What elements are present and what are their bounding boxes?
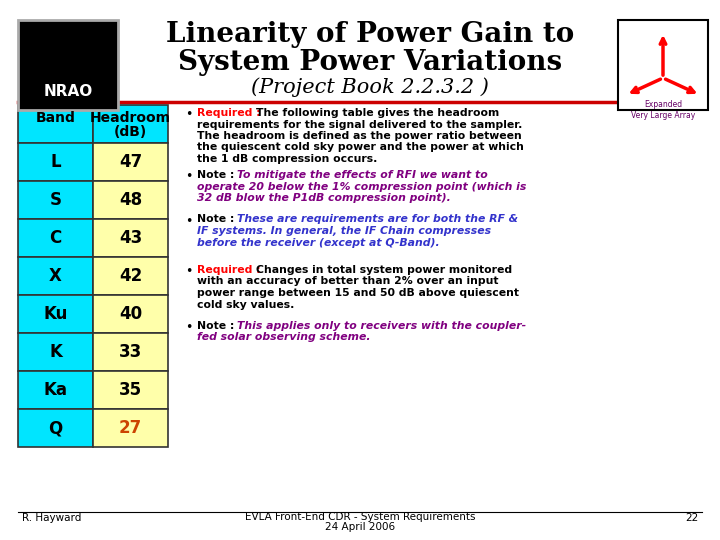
Text: Ka: Ka xyxy=(43,381,68,399)
Text: •: • xyxy=(185,108,193,121)
Bar xyxy=(18,371,93,409)
Text: Note :: Note : xyxy=(197,170,235,180)
Text: 40: 40 xyxy=(119,305,142,323)
Text: NRAO: NRAO xyxy=(43,84,93,99)
Text: 24 April 2006: 24 April 2006 xyxy=(325,522,395,532)
Text: •: • xyxy=(185,170,193,183)
Text: 33: 33 xyxy=(119,343,142,361)
Bar xyxy=(93,371,168,409)
Text: 22: 22 xyxy=(685,513,698,523)
Text: 48: 48 xyxy=(119,191,142,209)
Bar xyxy=(18,20,118,110)
Text: Linearity of Power Gain to: Linearity of Power Gain to xyxy=(166,22,574,49)
Text: IF systems. In general, the IF Chain compresses: IF systems. In general, the IF Chain com… xyxy=(197,226,491,236)
Text: Changes in total system power monitored: Changes in total system power monitored xyxy=(256,265,512,275)
Bar xyxy=(93,181,168,219)
Bar xyxy=(93,409,168,447)
Text: Q: Q xyxy=(48,419,63,437)
Bar xyxy=(93,333,168,371)
Bar xyxy=(618,20,708,110)
Text: C: C xyxy=(50,229,62,247)
Text: Required :: Required : xyxy=(197,265,261,275)
Bar xyxy=(18,219,93,257)
Text: •: • xyxy=(185,321,193,334)
Text: operate 20 below the 1% compression point (which is: operate 20 below the 1% compression poin… xyxy=(197,181,526,192)
Text: R. Hayward: R. Hayward xyxy=(22,513,81,523)
Text: •: • xyxy=(185,265,193,278)
Text: The following table gives the headroom: The following table gives the headroom xyxy=(256,108,499,118)
Text: 43: 43 xyxy=(119,229,142,247)
Text: 27: 27 xyxy=(119,419,142,437)
Bar xyxy=(93,295,168,333)
Text: Headroom: Headroom xyxy=(90,111,171,125)
Text: requirements for the signal delivered to the sampler.: requirements for the signal delivered to… xyxy=(197,119,523,130)
Text: (Project Book 2.2.3.2 ): (Project Book 2.2.3.2 ) xyxy=(251,77,489,97)
Text: Band: Band xyxy=(35,111,76,125)
Text: Required :: Required : xyxy=(197,108,261,118)
Text: Expanded
Very Large Array: Expanded Very Large Array xyxy=(631,100,695,120)
Text: 47: 47 xyxy=(119,153,142,171)
Text: Ku: Ku xyxy=(43,305,68,323)
Text: before the receiver (except at Q-Band).: before the receiver (except at Q-Band). xyxy=(197,238,440,247)
Text: the 1 dB compression occurs.: the 1 dB compression occurs. xyxy=(197,154,377,164)
Text: EVLA Front-End CDR - System Requirements: EVLA Front-End CDR - System Requirements xyxy=(245,512,475,522)
Text: K: K xyxy=(49,343,62,361)
Text: S: S xyxy=(50,191,61,209)
Text: The headroom is defined as the power ratio between: The headroom is defined as the power rat… xyxy=(197,131,522,141)
Bar xyxy=(18,181,93,219)
Text: System Power Variations: System Power Variations xyxy=(178,49,562,76)
Text: 42: 42 xyxy=(119,267,142,285)
Bar xyxy=(18,105,93,143)
Text: 32 dB blow the P1dB compression point).: 32 dB blow the P1dB compression point). xyxy=(197,193,451,203)
Text: the quiescent cold sky power and the power at which: the quiescent cold sky power and the pow… xyxy=(197,143,524,152)
Text: cold sky values.: cold sky values. xyxy=(197,300,294,309)
Bar xyxy=(18,143,93,181)
Text: fed solar observing scheme.: fed solar observing scheme. xyxy=(197,333,371,342)
Text: power range between 15 and 50 dB above quiescent: power range between 15 and 50 dB above q… xyxy=(197,288,519,298)
Text: X: X xyxy=(49,267,62,285)
Text: To mitigate the effects of RFI we want to: To mitigate the effects of RFI we want t… xyxy=(237,170,487,180)
Text: These are requirements are for both the RF &: These are requirements are for both the … xyxy=(237,214,518,225)
Text: (dB): (dB) xyxy=(114,125,147,139)
Text: Note :: Note : xyxy=(197,321,235,331)
Bar xyxy=(93,143,168,181)
Bar xyxy=(93,219,168,257)
Bar xyxy=(18,295,93,333)
Bar xyxy=(93,105,168,143)
Bar xyxy=(18,409,93,447)
Text: •: • xyxy=(185,214,193,227)
Bar xyxy=(18,257,93,295)
Bar xyxy=(93,257,168,295)
Bar xyxy=(18,333,93,371)
Text: Note :: Note : xyxy=(197,214,235,225)
Text: with an accuracy of better than 2% over an input: with an accuracy of better than 2% over … xyxy=(197,276,498,287)
Text: L: L xyxy=(50,153,60,171)
Text: This applies only to receivers with the coupler-: This applies only to receivers with the … xyxy=(237,321,526,331)
Text: 35: 35 xyxy=(119,381,142,399)
